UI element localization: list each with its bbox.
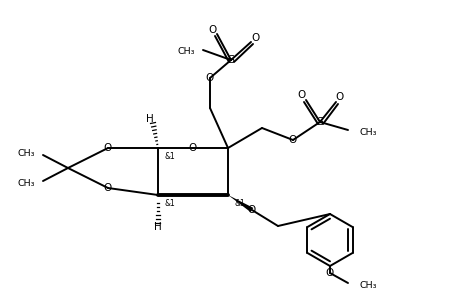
- Text: CH₃: CH₃: [359, 281, 377, 289]
- Text: O: O: [288, 135, 297, 145]
- Text: H: H: [154, 222, 162, 232]
- Text: &1: &1: [234, 199, 245, 208]
- Text: S: S: [316, 117, 323, 127]
- Text: O: O: [325, 268, 333, 278]
- Text: CH₃: CH₃: [359, 127, 377, 136]
- Text: O: O: [206, 73, 213, 83]
- Text: CH₃: CH₃: [17, 148, 35, 157]
- Text: CH₃: CH₃: [17, 178, 35, 188]
- Text: O: O: [247, 205, 256, 215]
- Text: O: O: [104, 143, 112, 153]
- Text: O: O: [297, 90, 305, 100]
- Text: O: O: [252, 33, 259, 43]
- Text: O: O: [335, 92, 343, 102]
- Text: H: H: [146, 114, 154, 124]
- Text: S: S: [227, 55, 234, 65]
- Text: O: O: [104, 183, 112, 193]
- Text: &1: &1: [164, 151, 175, 161]
- Text: CH₃: CH₃: [177, 47, 195, 56]
- Text: &1: &1: [164, 199, 175, 208]
- Text: O: O: [189, 143, 197, 153]
- Polygon shape: [228, 195, 253, 212]
- Text: O: O: [208, 25, 217, 35]
